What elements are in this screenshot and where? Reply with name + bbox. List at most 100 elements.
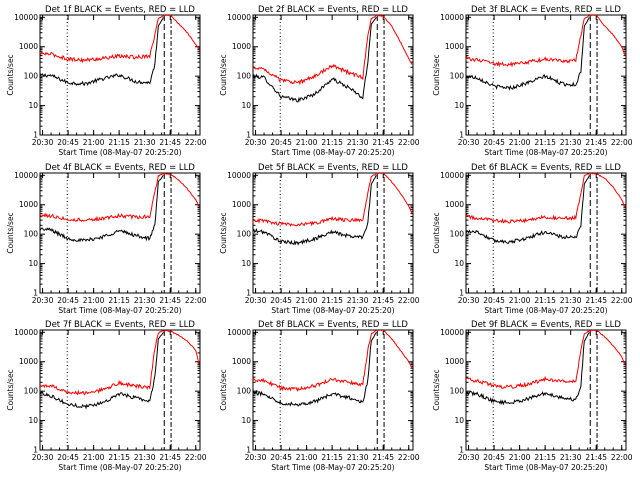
x-axis-label: Start Time (08-May-07 20:25:20) <box>58 148 181 157</box>
y-tick-label: 10 <box>454 416 464 425</box>
x-tick-label: 21:00 <box>83 453 105 462</box>
x-tick-label: 21:15 <box>108 296 130 305</box>
x-tick-label: 21:00 <box>509 453 531 462</box>
x-tick-label: 21:30 <box>347 138 369 147</box>
plot-frame <box>39 172 201 294</box>
x-tick-label: 21:15 <box>321 453 343 462</box>
y-tick-label: 1000 <box>19 357 38 366</box>
y-tick-label: 1000 <box>19 200 38 209</box>
y-tick-label: 10 <box>454 259 464 268</box>
panel-det-2f: Det 2f BLACK = Events, RED = LLD 1 10 100 10… <box>219 5 420 157</box>
y-tick-label: 100 <box>450 72 465 81</box>
panel-det-1f: Det 1f BLACK = Events, RED = LLD 1 10 100 10… <box>6 5 207 157</box>
x-tick-label: 20:45 <box>483 296 505 305</box>
y-axis-label: Counts/sec <box>432 54 441 95</box>
x-tick-label: 21:00 <box>296 138 318 147</box>
panel-title: Det 5f BLACK = Events, RED = LLD <box>258 163 408 173</box>
x-axis-label: Start Time (08-May-07 20:25:20) <box>271 148 394 157</box>
x-tick-label: 21:30 <box>347 296 369 305</box>
panel-det-6f: Det 6f BLACK = Events, RED = LLD 1 10 100 10… <box>432 163 633 315</box>
y-tick-label: 100 <box>450 387 465 396</box>
y-tick-label: 10 <box>241 259 251 268</box>
panel-title: Det 2f BLACK = Events, RED = LLD <box>258 5 408 15</box>
plot-frame <box>465 329 627 451</box>
events-series-line <box>40 332 164 410</box>
y-tick-label: 1 <box>246 289 251 298</box>
x-tick-label: 20:30 <box>245 296 267 305</box>
y-tick-label: 1 <box>33 289 38 298</box>
y-tick-label: 100 <box>24 387 39 396</box>
x-tick-label: 20:30 <box>458 453 480 462</box>
y-tick-label: 1 <box>459 289 464 298</box>
x-axis-label: Start Time (08-May-07 20:25:20) <box>484 463 607 472</box>
y-axis-label: Counts/sec <box>219 369 228 410</box>
lld-series-line <box>40 15 200 64</box>
x-tick-label: 21:00 <box>83 296 105 305</box>
x-tick-label: 21:45 <box>372 138 394 147</box>
panel-title: Det 1f BLACK = Events, RED = LLD <box>45 5 195 15</box>
panel-det-7f: Det 7f BLACK = Events, RED = LLD 1 10 100 10… <box>6 320 207 472</box>
panel-det-8f: Det 8f BLACK = Events, RED = LLD 1 10 100 10… <box>219 320 420 472</box>
y-axis-label: Counts/sec <box>432 212 441 253</box>
y-axis-label: Counts/sec <box>6 369 15 410</box>
y-tick-label: 10000 <box>227 171 251 180</box>
x-tick-label: 21:30 <box>134 453 156 462</box>
events-series-line <box>466 175 590 244</box>
x-tick-label: 20:45 <box>270 453 292 462</box>
x-tick-label: 21:45 <box>372 453 394 462</box>
y-tick-label: 1 <box>459 446 464 455</box>
x-tick-label: 22:00 <box>611 138 633 147</box>
x-tick-label: 20:45 <box>57 138 79 147</box>
y-tick-label: 1 <box>33 446 38 455</box>
y-tick-label: 1000 <box>445 357 464 366</box>
x-tick-label: 22:00 <box>611 453 633 462</box>
events-series-line <box>253 332 377 407</box>
x-axis-label: Start Time (08-May-07 20:25:20) <box>271 463 394 472</box>
x-tick-label: 20:45 <box>270 138 292 147</box>
x-tick-label: 21:00 <box>296 453 318 462</box>
lld-series-line <box>466 173 626 224</box>
plot-frame <box>252 329 414 451</box>
x-tick-label: 21:30 <box>134 138 156 147</box>
x-tick-label: 20:45 <box>57 296 79 305</box>
x-tick-label: 20:45 <box>483 453 505 462</box>
x-tick-label: 21:45 <box>585 296 607 305</box>
x-tick-label: 22:00 <box>611 296 633 305</box>
y-axis-label: Counts/sec <box>432 369 441 410</box>
x-tick-label: 20:30 <box>458 138 480 147</box>
x-tick-label: 21:15 <box>534 138 556 147</box>
plot-frame <box>39 329 201 451</box>
panel-title: Det 8f BLACK = Events, RED = LLD <box>258 320 408 330</box>
x-axis-label: Start Time (08-May-07 20:25:20) <box>484 148 607 157</box>
x-tick-label: 20:30 <box>245 453 267 462</box>
plot-frame <box>252 172 414 294</box>
x-tick-label: 21:45 <box>159 453 181 462</box>
y-tick-label: 10 <box>28 101 38 110</box>
y-tick-label: 10000 <box>440 13 464 22</box>
y-tick-label: 1000 <box>445 200 464 209</box>
y-tick-label: 10000 <box>14 13 38 22</box>
panel-title: Det 3f BLACK = Events, RED = LLD <box>471 5 621 15</box>
panel-det-9f: Det 9f BLACK = Events, RED = LLD 1 10 100 10… <box>432 320 633 472</box>
y-tick-label: 100 <box>24 72 39 81</box>
x-tick-label: 21:45 <box>585 138 607 147</box>
x-tick-label: 21:30 <box>560 296 582 305</box>
y-tick-label: 10000 <box>14 171 38 180</box>
x-tick-label: 22:00 <box>398 453 420 462</box>
x-tick-label: 21:45 <box>159 296 181 305</box>
x-tick-label: 21:30 <box>560 453 582 462</box>
x-tick-label: 21:15 <box>108 453 130 462</box>
y-tick-label: 1 <box>246 446 251 455</box>
x-axis-label: Start Time (08-May-07 20:25:20) <box>58 306 181 315</box>
y-tick-label: 1000 <box>232 357 251 366</box>
y-tick-label: 10000 <box>227 13 251 22</box>
y-tick-label: 10 <box>28 259 38 268</box>
panel-det-5f: Det 5f BLACK = Events, RED = LLD 1 10 100 10… <box>219 163 420 315</box>
x-tick-label: 20:30 <box>32 138 54 147</box>
x-tick-label: 21:00 <box>83 138 105 147</box>
lld-series-line <box>40 330 200 396</box>
x-tick-label: 21:45 <box>372 296 394 305</box>
plot-frame <box>465 172 627 294</box>
x-axis-label: Start Time (08-May-07 20:25:20) <box>58 463 181 472</box>
